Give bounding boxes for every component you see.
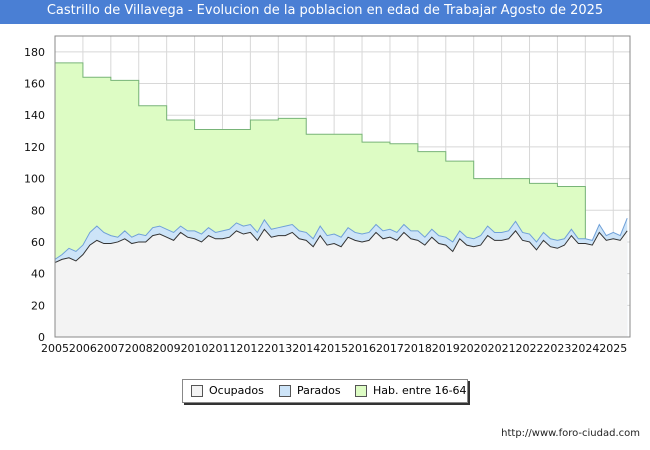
x-tick-label: 2023 <box>543 342 571 355</box>
legend-swatch-ocupados <box>191 384 203 397</box>
series-ocupados-area <box>55 229 628 337</box>
x-tick-label: 2025 <box>599 342 627 355</box>
y-tick-label: 140 <box>24 109 45 122</box>
legend-item-hab: Hab. entre 16-64 <box>355 384 467 397</box>
x-tick-label: 2005 <box>41 342 69 355</box>
y-tick-label: 60 <box>31 236 45 249</box>
x-tick-label: 2016 <box>348 342 376 355</box>
legend: Ocupados Parados Hab. entre 16-64 <box>182 379 468 403</box>
source-link[interactable]: http://www.foro-ciudad.com <box>501 428 640 439</box>
plot-border <box>54 35 631 338</box>
x-tick-label: 2009 <box>153 342 181 355</box>
x-tick-label: 2006 <box>69 342 97 355</box>
x-tick-label: 2021 <box>488 342 516 355</box>
x-tick-label: 2013 <box>264 342 292 355</box>
x-tick-label: 2010 <box>181 342 209 355</box>
legend-label-hab: Hab. entre 16-64 <box>373 384 467 397</box>
legend-swatch-hab <box>355 384 367 397</box>
chart-title: Castrillo de Villavega - Evolucion de la… <box>46 3 604 18</box>
y-tick-label: 0 <box>38 331 45 344</box>
x-tick-label: 2017 <box>376 342 404 355</box>
legend-item-ocupados: Ocupados <box>191 384 264 397</box>
x-tick-label: 2015 <box>320 342 348 355</box>
x-tick-label: 2022 <box>516 342 544 355</box>
y-tick-label: 120 <box>24 141 45 154</box>
y-tick-label: 180 <box>24 46 45 59</box>
title-bar <box>0 0 650 24</box>
y-tick-label: 20 <box>31 299 45 312</box>
x-tick-label: 2011 <box>208 342 236 355</box>
x-tick-label: 2024 <box>571 342 599 355</box>
series-areas <box>54 62 628 338</box>
x-tick-label: 2014 <box>292 342 320 355</box>
y-tick-label: 100 <box>24 173 45 186</box>
x-tick-label: 2007 <box>97 342 125 355</box>
x-tick-label: 2012 <box>236 342 264 355</box>
y-tick-label: 160 <box>24 78 45 91</box>
legend-item-parados: Parados <box>279 384 341 397</box>
y-tick-label: 40 <box>31 268 45 281</box>
axes: 0 20 40 60 80 100 120 140 160 180 2005 2006 2007 2008… <box>24 35 631 355</box>
x-tick-label: 2018 <box>404 342 432 355</box>
x-tick-label: 2019 <box>432 342 460 355</box>
y-tick-label: 80 <box>31 204 45 217</box>
legend-label-ocupados: Ocupados <box>209 384 264 397</box>
series-ocupados-line <box>54 228 628 263</box>
x-tick-label: 2020 <box>460 342 488 355</box>
legend-label-parados: Parados <box>297 384 341 397</box>
legend-swatch-parados <box>279 384 291 397</box>
series-parados-line <box>54 217 628 260</box>
x-tick-label: 2008 <box>125 342 153 355</box>
